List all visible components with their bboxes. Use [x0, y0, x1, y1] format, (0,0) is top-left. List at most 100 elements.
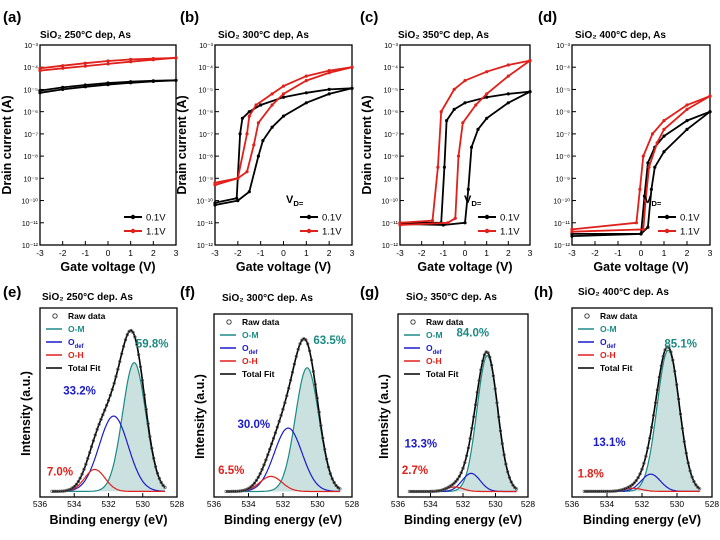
x-tick-label: 534 [67, 499, 81, 509]
series-line-1.1V-fwd [214, 66, 353, 186]
raw-data-point [692, 480, 696, 484]
x-tick-label: 2 [506, 248, 511, 258]
data-point [708, 94, 712, 98]
data-point [644, 199, 648, 203]
raw-data-point [232, 489, 236, 494]
raw-data-point [321, 436, 325, 440]
data-point [485, 95, 489, 99]
raw-data-point [669, 350, 673, 354]
legend-label: O-H [426, 356, 442, 366]
xps-panel-e: (e) SiO₂ 250°C dep. As 536 534 532 530 528Bind… [3, 284, 184, 527]
x-tick-label: -2 [59, 248, 67, 258]
data-point [213, 201, 217, 205]
raw-data-point [125, 333, 129, 337]
raw-data-point [481, 359, 485, 363]
data-point [83, 61, 87, 65]
y-tick-label: 10⁻⁵ [199, 87, 213, 94]
x-tick-label: 528 [170, 499, 184, 509]
raw-data-point [598, 489, 602, 494]
data-point [452, 87, 456, 91]
data-point [256, 121, 260, 125]
raw-data-point [140, 378, 144, 383]
transfer-panel-d: (d) SiO₂ 400°C dep, As 10⁻¹² 10⁻¹¹ 10⁻¹⁰ 10⁻⁹… [538, 9, 713, 274]
raw-data-point [86, 456, 90, 461]
data-point [647, 165, 651, 169]
raw-data-point [413, 489, 417, 494]
x-tick-label: -3 [36, 248, 44, 258]
y-tick-label: 10⁻⁶ [556, 110, 570, 117]
legend-label: Raw data [242, 317, 280, 327]
xps-panel-g: (g) SiO₂ 350°C dep. As 536 534 532 530 528 Bind… [360, 284, 535, 527]
legend-label: O-H [68, 350, 84, 360]
raw-data-point [95, 427, 99, 432]
legend-marker [226, 319, 232, 325]
raw-data-point [54, 489, 58, 494]
panel-letter: (e) [3, 284, 21, 301]
legend-marker [306, 214, 312, 220]
raw-data-point [249, 485, 253, 489]
raw-data-point [636, 476, 640, 480]
data-point [456, 154, 461, 158]
legend-label: 1.1V [322, 227, 342, 238]
data-point [453, 216, 457, 220]
data-point [281, 84, 286, 88]
y-tick-label: 10⁻⁸ [199, 154, 213, 161]
raw-data-point [121, 344, 126, 349]
x-tick-label: 3 [528, 248, 533, 258]
data-point [570, 230, 574, 234]
raw-data-point [228, 489, 232, 494]
raw-data-point [694, 483, 698, 487]
raw-data-point [682, 440, 686, 444]
raw-data-point [621, 488, 625, 492]
raw-data-point [418, 489, 422, 494]
raw-data-point [663, 348, 667, 352]
data-point [259, 103, 263, 107]
data-point [327, 71, 331, 75]
x-tick-label: 534 [241, 499, 255, 509]
y-axis-label: Intensity (a.u.) [19, 371, 33, 456]
raw-data-point [138, 365, 143, 369]
raw-data-point [592, 489, 596, 494]
data-point [476, 127, 480, 131]
raw-data-point [93, 433, 97, 437]
raw-data-point [490, 363, 494, 367]
raw-data-point [80, 472, 84, 476]
y-tick-label: 10⁻⁶ [199, 110, 213, 117]
y-tick-label: 10⁻⁷ [556, 132, 570, 139]
raw-data-point [260, 467, 264, 472]
raw-data-point [456, 477, 460, 481]
data-point [270, 103, 274, 107]
legend-marker [484, 214, 490, 220]
y-axis-label: Drain current (A) [175, 95, 189, 194]
x-axis-label: Binding energy (eV) [583, 513, 701, 527]
raw-data-point [279, 413, 283, 418]
raw-data-point [256, 475, 260, 479]
raw-data-point [50, 489, 54, 494]
legend-label: Odef [68, 337, 84, 350]
data-point [461, 121, 465, 125]
raw-data-point [144, 407, 148, 412]
data-point [327, 69, 331, 73]
data-point [270, 92, 274, 96]
data-point [151, 57, 155, 61]
x-axis-label: Binding energy (eV) [404, 513, 522, 527]
data-point [245, 170, 249, 174]
data-point [213, 183, 217, 187]
x-tick-label: -3 [211, 248, 219, 258]
raw-data-point [55, 489, 60, 494]
series-line-0.1V-fwd [571, 110, 711, 237]
raw-data-point [653, 401, 658, 405]
raw-data-point [630, 483, 635, 487]
panel-title: SiO₂ 350°C dep. As [406, 292, 497, 303]
data-point [61, 64, 65, 68]
x-tick-label: 534 [423, 499, 437, 509]
legend-title: VD= [644, 194, 662, 208]
o-m-fill [226, 367, 340, 492]
raw-data-point [76, 479, 80, 484]
legend-marker [306, 228, 312, 234]
raw-data-point [477, 379, 481, 383]
raw-data-point [434, 489, 438, 493]
raw-data-point [330, 477, 334, 481]
data-point [106, 59, 110, 63]
raw-data-point [226, 489, 230, 494]
